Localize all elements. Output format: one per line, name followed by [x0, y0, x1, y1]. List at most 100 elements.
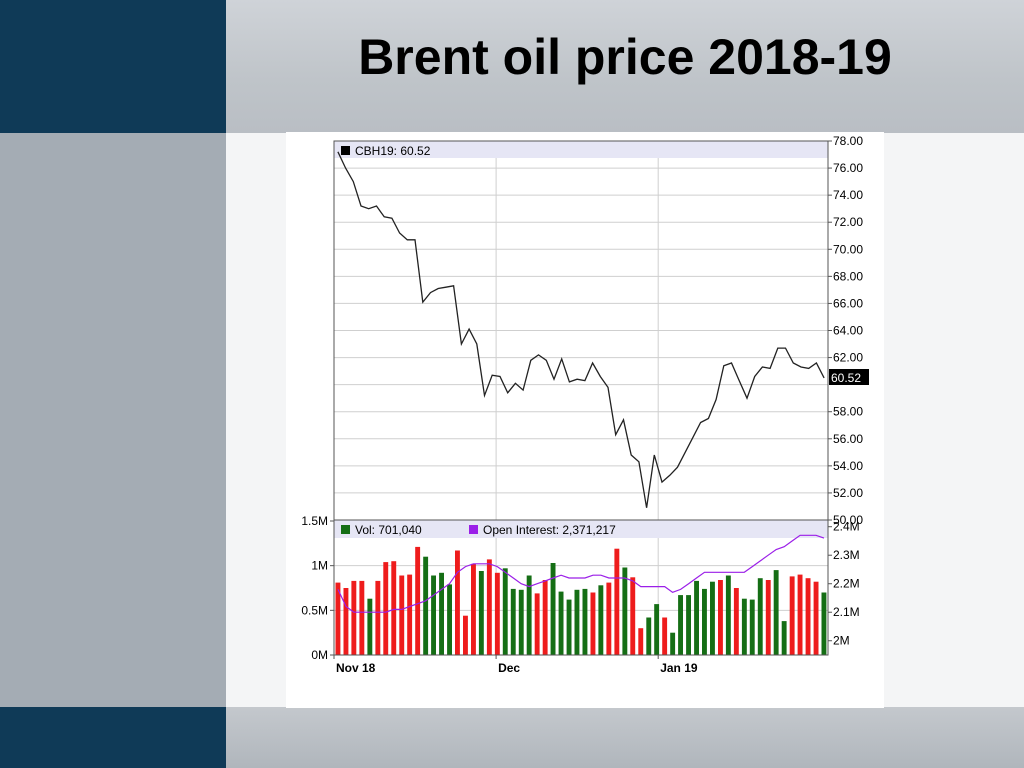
volume-bar: [359, 580, 365, 655]
volume-bar: [654, 604, 660, 655]
oi-tick-label: 2.3M: [833, 548, 860, 562]
volume-tick-label: 1M: [311, 559, 328, 573]
last-price-label: 60.52: [831, 371, 861, 385]
oi-legend-swatch: [469, 525, 478, 534]
price-tick-label: 56.00: [833, 432, 863, 446]
price-tick-label: 66.00: [833, 296, 863, 310]
open-interest-right-axis: 2.4M 2.3M 2.2M 2.1M 2M: [828, 520, 860, 648]
volume-plot-frame: [333, 519, 829, 656]
price-tick-label: 52.00: [833, 486, 863, 500]
price-tick-label: 50.00: [833, 513, 863, 527]
volume-bar: [789, 576, 795, 655]
volume-bar: [391, 561, 397, 655]
volume-bar: [733, 588, 739, 655]
volume-bar: [813, 581, 819, 655]
volume-bar: [335, 582, 341, 655]
price-legend-label: CBH19: 60.52: [355, 144, 431, 158]
volume-bar: [598, 585, 604, 655]
volume-bar: [510, 588, 516, 655]
last-price-marker: [829, 369, 869, 385]
volume-bar: [439, 572, 444, 655]
vol-legend-label: Vol: 701,040: [355, 523, 422, 537]
price-y-axis: 78.00 76.00 74.00 72.00 70.00 68.00 66.00 64.00…: [828, 134, 863, 527]
price-tick-label: 54.00: [833, 459, 863, 473]
x-tick-label: Nov 18: [336, 661, 376, 675]
volume-bar: [622, 567, 628, 655]
volume-bar: [797, 574, 803, 655]
price-tick-label: 62.00: [833, 351, 863, 365]
volume-bar: [566, 599, 572, 655]
price-tick-label: 68.00: [833, 269, 863, 283]
volume-bar: [407, 574, 413, 655]
volume-bar: [375, 580, 381, 655]
volume-bar: [574, 589, 580, 655]
volume-tick-label: 0M: [311, 648, 328, 662]
volume-bar: [351, 580, 357, 655]
oi-tick-label: 2.4M: [833, 520, 860, 534]
volume-bar: [590, 592, 596, 655]
volume-bar: [662, 617, 668, 655]
volume-bar: [686, 595, 691, 655]
volume-bar: [478, 571, 484, 655]
volume-bar: [383, 562, 389, 655]
volume-bar: [471, 563, 476, 655]
slide-title: Brent oil price 2018-19: [358, 29, 892, 85]
volume-tick-label: 0.5M: [301, 603, 328, 617]
volume-bars: [335, 546, 827, 655]
date-x-axis: Nov 18 Dec Jan 19: [333, 655, 698, 675]
oi-legend-label: Open Interest: 2,371,217: [483, 523, 616, 537]
volume-bar: [765, 580, 771, 655]
price-tick-label: 72.00: [833, 215, 863, 229]
volume-bar: [399, 575, 405, 655]
navy-accent-top: [0, 0, 226, 133]
volume-bar: [630, 577, 636, 655]
volume-bar: [415, 546, 421, 655]
volume-bar: [718, 580, 723, 655]
volume-bar: [670, 632, 676, 655]
price-legend-band: [334, 141, 828, 158]
volume-bar: [646, 617, 652, 655]
volume-bar: [447, 584, 452, 655]
volume-bar: [486, 559, 492, 655]
footer-band: [226, 707, 1024, 768]
header-band: [226, 0, 1024, 133]
price-legend-swatch: [341, 146, 350, 155]
volume-bar: [518, 589, 524, 655]
volume-bar: [773, 570, 779, 655]
volume-bar: [741, 598, 747, 655]
volume-bar: [781, 621, 787, 655]
price-tick-label: 70.00: [833, 242, 863, 256]
volume-bar: [678, 595, 683, 655]
volume-bar: [542, 580, 548, 655]
volume-bar: [702, 588, 707, 655]
volume-bar: [749, 599, 755, 655]
volume-bar: [710, 581, 715, 655]
volume-bar: [343, 588, 349, 655]
volume-bar: [463, 615, 468, 655]
volume-bar: [558, 591, 564, 655]
open-interest-line: [337, 534, 825, 613]
volume-bar: [526, 575, 532, 655]
volume-bar: [550, 563, 556, 655]
volume-bar: [423, 556, 429, 655]
volume-bar: [805, 578, 811, 655]
volume-bar: [534, 593, 540, 655]
x-tick-label: Dec: [498, 661, 520, 675]
price-tick-label: 76.00: [833, 161, 863, 175]
volume-bar: [725, 575, 731, 655]
volume-bar: [582, 588, 588, 655]
volume-bar: [494, 572, 500, 655]
volume-bar: [455, 550, 460, 655]
oi-tick-label: 2.2M: [833, 577, 860, 591]
volume-bar: [606, 582, 612, 655]
oi-tick-label: 2M: [833, 634, 850, 648]
volume-bar: [757, 578, 763, 655]
volume-bar: [821, 592, 827, 655]
oi-tick-label: 2.1M: [833, 605, 860, 619]
volume-bar: [431, 575, 436, 655]
price-tick-label: 74.00: [833, 188, 863, 202]
volume-bar: [614, 548, 620, 655]
vol-legend-swatch: [341, 525, 350, 534]
price-tick-label: 78.00: [833, 134, 863, 148]
brent-chart: CBH19: 60.52 78.00 76.00 74.00 72.00 70.00 68…: [286, 132, 884, 708]
